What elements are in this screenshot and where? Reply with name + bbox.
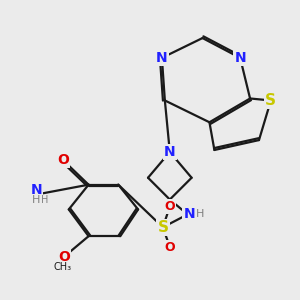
Text: O: O — [58, 250, 70, 264]
Text: H: H — [32, 195, 40, 205]
Text: O: O — [164, 241, 175, 254]
Text: S: S — [158, 220, 168, 235]
Text: CH₃: CH₃ — [53, 262, 71, 272]
Text: O: O — [57, 153, 69, 167]
Text: N: N — [164, 145, 176, 159]
Text: H: H — [41, 195, 48, 205]
Text: N: N — [234, 51, 246, 65]
Text: H: H — [196, 209, 204, 219]
Text: N: N — [156, 51, 168, 65]
Text: N: N — [30, 183, 42, 197]
Text: S: S — [266, 93, 276, 108]
Text: O: O — [164, 200, 175, 213]
Text: N: N — [183, 207, 195, 221]
